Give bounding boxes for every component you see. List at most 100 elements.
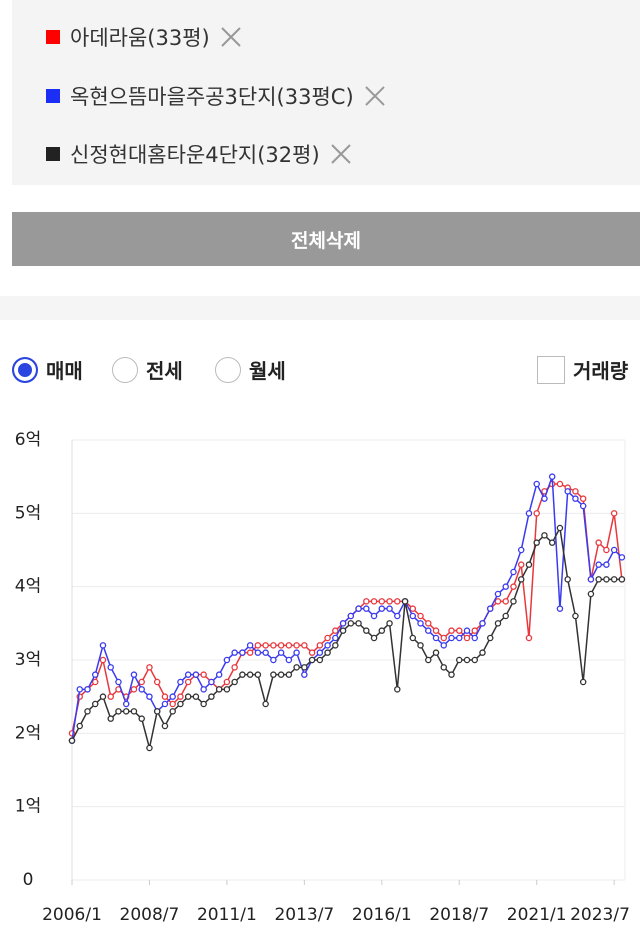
data-point [231, 649, 238, 656]
filter-label: 아데라움(33평) [70, 26, 210, 50]
data-point [246, 642, 254, 649]
data-point [378, 605, 386, 612]
data-point [107, 715, 114, 722]
data-point [517, 546, 525, 554]
checkbox-option[interactable]: 거래량 [537, 355, 628, 384]
filter-item: 옥현으뜸마을주공3단지(33평C) [46, 81, 386, 111]
data-point [618, 554, 626, 561]
data-point [448, 671, 455, 678]
remove-button[interactable] [330, 143, 352, 165]
x-tick-label: 2016/1 [352, 905, 412, 925]
data-point [409, 634, 417, 642]
y-tick-label: 3억 [15, 650, 41, 670]
data-point [618, 576, 626, 583]
data-point [448, 627, 455, 634]
data-point [347, 612, 355, 620]
data-point [401, 598, 409, 605]
data-point [355, 605, 362, 612]
data-point [564, 576, 571, 583]
separator [0, 296, 640, 320]
data-point [308, 649, 316, 656]
data-point [215, 686, 223, 693]
data-point [587, 576, 595, 583]
remove-button[interactable] [364, 85, 386, 107]
filter-item: 신정현대홈타운4단지(32평) [46, 139, 352, 169]
data-point [91, 700, 99, 708]
data-point [254, 671, 262, 678]
radio [215, 356, 241, 383]
series-line [71, 476, 623, 741]
data-point [169, 693, 176, 700]
y-tick-label: 1억 [15, 797, 41, 817]
data-point [525, 561, 533, 568]
data-point [76, 722, 83, 730]
data-point [363, 605, 370, 612]
data-point [479, 620, 486, 627]
data-point [146, 693, 153, 700]
data-point [339, 620, 347, 627]
filter-label: 옥현으뜸마을주공3단지(33평C) [70, 85, 354, 109]
x-tick-label: 2011/1 [197, 905, 257, 925]
data-point [99, 642, 107, 649]
data-point [386, 605, 393, 612]
data-point [153, 708, 161, 715]
data-point [332, 634, 339, 642]
data-point [456, 634, 463, 642]
radio-option[interactable]: 월세 [215, 355, 286, 384]
data-point [440, 664, 448, 671]
data-point [84, 708, 91, 715]
data-point [370, 598, 378, 605]
data-point [254, 649, 262, 656]
data-point [130, 708, 138, 715]
data-point [355, 620, 362, 627]
data-point [548, 473, 556, 480]
x-tick-label: 2018/7 [429, 905, 489, 925]
data-point [270, 642, 277, 649]
data-point [610, 576, 618, 583]
data-point [301, 671, 308, 678]
data-point [463, 634, 471, 642]
data-point [285, 671, 293, 678]
data-point [525, 510, 533, 517]
x-tick-label: 2013/7 [274, 905, 334, 925]
data-point [517, 576, 525, 583]
data-point [277, 671, 285, 678]
data-point [417, 642, 424, 649]
radio-option[interactable]: 전세 [112, 355, 183, 384]
data-point [502, 598, 509, 605]
data-point [533, 510, 540, 517]
data-point [246, 671, 254, 678]
data-point [332, 642, 339, 649]
data-point [239, 671, 246, 678]
y-tick-label: 2억 [15, 723, 41, 743]
data-point [200, 700, 207, 708]
radio-option[interactable]: 매매 [12, 355, 83, 384]
data-point [432, 649, 440, 656]
data-point [525, 634, 533, 642]
data-point [324, 649, 331, 656]
data-point [215, 671, 223, 678]
color-swatch [46, 89, 60, 103]
data-point [270, 656, 277, 664]
data-point [293, 664, 300, 671]
data-point [440, 642, 448, 649]
data-point [510, 568, 517, 576]
delete-all-button[interactable]: 전체삭제 [12, 212, 640, 266]
checkbox [537, 355, 565, 384]
data-point [556, 605, 564, 612]
data-point [541, 532, 548, 539]
radio-checked [12, 356, 38, 383]
x-tick-label: 2008/7 [120, 905, 180, 925]
remove-button[interactable] [220, 26, 242, 48]
data-point [378, 627, 386, 634]
data-point [192, 693, 200, 700]
data-point [138, 678, 145, 686]
data-point [231, 664, 238, 671]
data-point [122, 700, 130, 708]
data-point [231, 678, 238, 686]
data-point [293, 649, 300, 656]
data-point [556, 480, 564, 488]
data-point [440, 634, 448, 642]
data-point [610, 510, 618, 517]
